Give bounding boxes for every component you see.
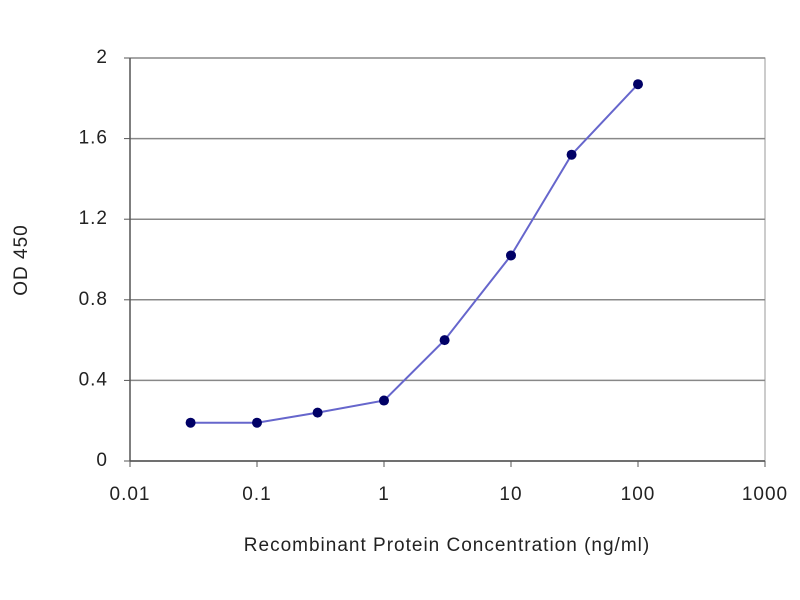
y-tick-label: 0.8 bbox=[79, 289, 108, 310]
x-tick-label: 0.01 bbox=[110, 484, 151, 505]
data-point bbox=[252, 417, 262, 428]
y-tick-label: 1.6 bbox=[79, 128, 108, 149]
series-line bbox=[190, 83, 639, 424]
x-axis-label: Recombinant Protein Concentration (ng/ml… bbox=[244, 535, 650, 556]
data-point bbox=[633, 79, 643, 90]
x-tick-label: 10 bbox=[499, 484, 522, 505]
plot-area bbox=[129, 57, 766, 462]
x-tick-label: 1000 bbox=[742, 484, 788, 505]
y-tick-label: 0 bbox=[96, 450, 108, 471]
y-tick-label: 2 bbox=[96, 47, 108, 68]
data-point bbox=[185, 417, 196, 428]
y-axis-label: OD 450 bbox=[11, 224, 32, 295]
y-tick-label: 1.2 bbox=[79, 208, 108, 229]
data-point bbox=[439, 335, 450, 346]
data-point bbox=[566, 149, 577, 160]
x-tick-label: 100 bbox=[621, 484, 656, 505]
x-tick-label: 0.1 bbox=[242, 484, 271, 505]
data-point bbox=[506, 250, 516, 261]
data-point bbox=[312, 407, 323, 418]
y-tick-label: 0.4 bbox=[79, 369, 108, 390]
data-point bbox=[379, 395, 389, 406]
x-tick-label: 1 bbox=[378, 484, 390, 505]
